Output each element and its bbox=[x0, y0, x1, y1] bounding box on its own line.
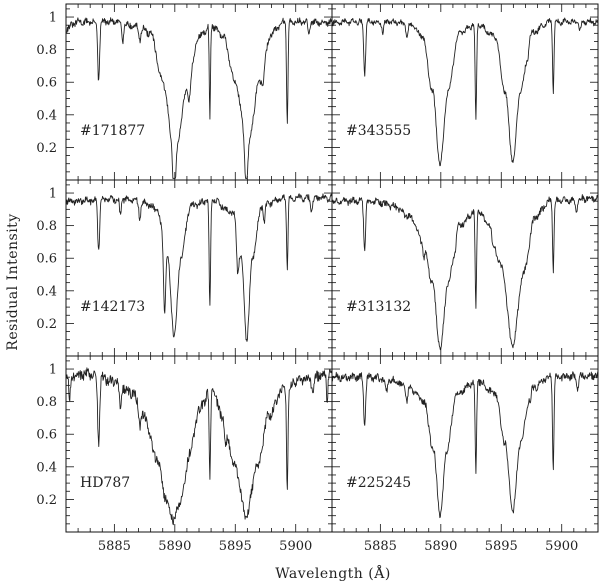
y-tick-label: 0.8 bbox=[36, 395, 57, 410]
y-tick-label: 0.6 bbox=[36, 252, 57, 267]
x-tick-label: 5885 bbox=[364, 539, 397, 554]
star-label: #343555 bbox=[346, 123, 411, 139]
y-tick-label: 0.2 bbox=[36, 141, 57, 156]
y-tick-label: 0.4 bbox=[36, 460, 57, 475]
x-tick-label: 5890 bbox=[158, 539, 191, 554]
y-tick-label: 0.6 bbox=[36, 76, 57, 91]
spectrum-line bbox=[65, 17, 333, 179]
panel-grid: 0.2 0.4 0.6 0.8 1 #171877 #343555 0.2 0.4 0.6 0.8 1… bbox=[36, 3, 599, 554]
y-tick-label: 0.2 bbox=[36, 317, 57, 332]
spectrum-panel-6: 5885 5890 5895 5900 #225245 bbox=[331, 355, 599, 554]
y-tick-label: 1 bbox=[49, 363, 57, 378]
spectrum-line bbox=[65, 367, 333, 526]
x-tick-label: 5900 bbox=[545, 539, 578, 554]
star-label: #171877 bbox=[80, 123, 145, 139]
panel-frame bbox=[331, 179, 599, 357]
x-axis-title: Wavelength (Å) bbox=[275, 564, 391, 582]
x-tick-label: 5900 bbox=[279, 539, 312, 554]
y-tick-label: 0.4 bbox=[36, 284, 57, 299]
y-tick-label: 0.8 bbox=[36, 43, 57, 58]
star-label: #225245 bbox=[346, 475, 411, 491]
y-tick-label: 1 bbox=[49, 187, 57, 202]
star-label: #142173 bbox=[80, 299, 145, 315]
spectrum-panel-1: 0.2 0.4 0.6 0.8 1 #171877 bbox=[36, 3, 333, 181]
y-tick-label: 1 bbox=[49, 11, 57, 26]
panel-frame bbox=[65, 3, 333, 181]
panel-frame bbox=[65, 179, 333, 357]
spectrum-panel-4: #313132 bbox=[331, 179, 599, 357]
x-tick-label: 5885 bbox=[98, 539, 131, 554]
spectrum-line bbox=[65, 193, 333, 342]
panel-frame bbox=[331, 355, 599, 533]
y-tick-label: 0.4 bbox=[36, 108, 57, 123]
spectrum-line bbox=[331, 194, 599, 351]
spectrum-line bbox=[331, 370, 599, 519]
x-tick-label: 5895 bbox=[219, 539, 252, 554]
spectrum-panel-5: 0.2 0.4 0.6 0.8 1 5885 5890 5895 5900 HD787 bbox=[36, 355, 333, 554]
y-axis-title: Residual Intensity bbox=[5, 213, 21, 350]
x-tick-label: 5890 bbox=[424, 539, 457, 554]
star-label: HD787 bbox=[80, 475, 130, 491]
y-tick-label: 0.8 bbox=[36, 219, 57, 234]
y-tick-label: 0.6 bbox=[36, 428, 57, 443]
spectrum-panel-2: #343555 bbox=[331, 3, 599, 181]
spectrum-panel-3: 0.2 0.4 0.6 0.8 1 #142173 bbox=[36, 179, 333, 357]
y-tick-label: 0.2 bbox=[36, 493, 57, 508]
spectrum-line bbox=[331, 17, 599, 167]
x-tick-label: 5895 bbox=[485, 539, 518, 554]
star-label: #313132 bbox=[346, 299, 411, 315]
